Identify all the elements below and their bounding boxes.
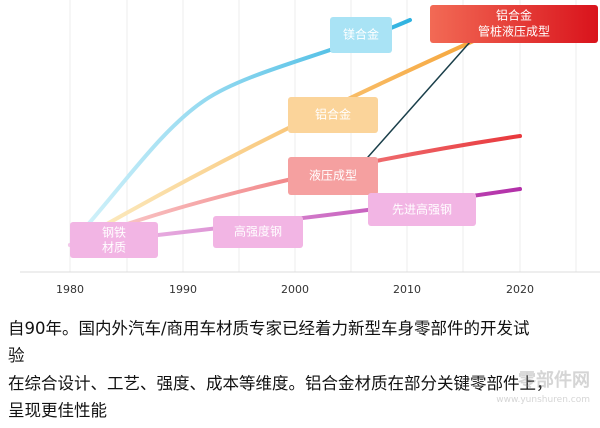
label-box [430,5,598,43]
x-tick-label: 2010 [393,283,421,296]
label-text: 管桩液压成型 [478,24,550,39]
connector [367,41,471,158]
label-text: 先进高强钢 [392,202,452,217]
labels: 镁合金 铝合金 管桩液压成型 铝合金 液压成型 先进高强钢 高强度钢 钢铁 材质 [70,5,598,258]
x-tick-label: 2020 [506,283,534,296]
label-text: 镁合金 [343,27,379,42]
caption: 自90年。国内外汽车/商用车材质专家已经着力新型车身零部件的开发试 验 在综合设… [8,319,553,420]
label-box [70,222,158,258]
caption-line: 在综合设计、工艺、强度、成本等维度。铝合金材质在部分关键零部件上， [8,374,553,393]
watermark: 零部件网 www.yunshuren.com [496,369,590,405]
label-text: 铝合金 [496,8,532,23]
label-box [330,17,392,53]
label-text: 液压成型 [309,168,357,183]
label-text: 铝合金 [315,107,351,122]
x-axis: 1980 1990 2000 2010 2020 [56,283,534,296]
caption-line: 自90年。国内外汽车/商用车材质专家已经着力新型车身零部件的开发试 [8,319,530,338]
watermark-text: 零部件网 [517,369,590,391]
label-box [288,97,378,133]
label-box [368,193,476,226]
label-box [288,157,378,195]
watermark-text: www.yunshuren.com [496,395,590,405]
label-text: 材质 [102,241,126,255]
x-tick-label: 2000 [281,283,309,296]
label-text: 高强度钢 [234,224,282,239]
caption-line: 呈现更佳性能 [8,401,107,420]
x-tick-label: 1990 [169,283,197,296]
caption-line: 验 [8,346,25,365]
label-box [213,216,303,248]
x-tick-label: 1980 [56,283,84,296]
label-text: 钢铁 [102,226,126,240]
curve-aluminum [68,36,482,247]
